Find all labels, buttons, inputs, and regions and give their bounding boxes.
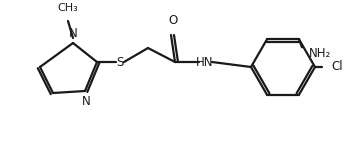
Text: O: O	[168, 14, 178, 27]
Text: N: N	[69, 27, 77, 40]
Text: CH₃: CH₃	[58, 3, 78, 13]
Text: S: S	[116, 55, 124, 69]
Text: NH₂: NH₂	[309, 47, 331, 60]
Text: N: N	[82, 95, 90, 108]
Text: Cl: Cl	[331, 60, 342, 73]
Text: HN: HN	[196, 55, 214, 69]
